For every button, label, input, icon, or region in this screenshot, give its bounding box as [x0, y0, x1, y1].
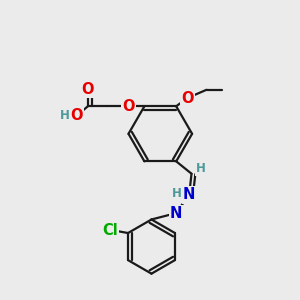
Text: O: O: [181, 91, 194, 106]
Text: N: N: [183, 188, 195, 202]
Text: H: H: [172, 187, 182, 200]
Text: Cl: Cl: [103, 223, 118, 238]
Text: O: O: [122, 99, 134, 114]
Text: H: H: [196, 162, 206, 175]
Text: H: H: [59, 109, 69, 122]
Text: N: N: [170, 206, 182, 221]
Text: O: O: [70, 108, 83, 123]
Text: O: O: [82, 82, 94, 97]
